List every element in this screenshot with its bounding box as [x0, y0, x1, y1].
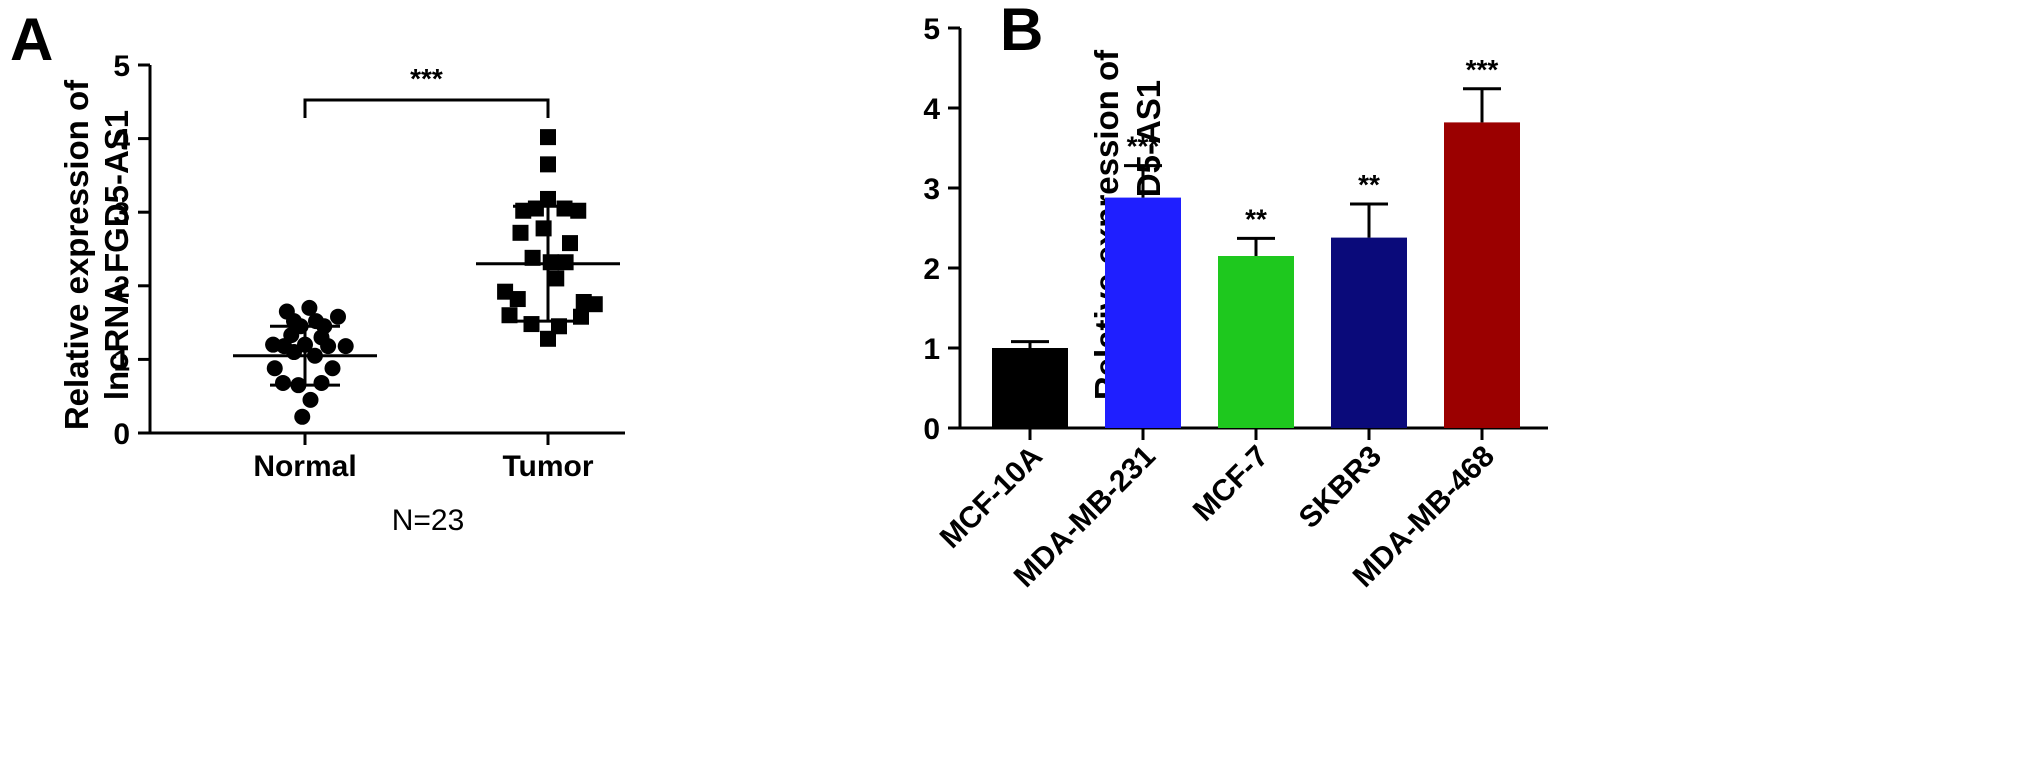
panel-a-normal-point: [275, 374, 291, 391]
panel-a-y-tick-label: 4: [113, 124, 130, 157]
panel-a-tumor-point: [586, 296, 603, 313]
panel-a-normal-point: [330, 308, 346, 325]
panel-a-tumor-point: [512, 224, 529, 241]
panel-b-y-tick-label: 4: [923, 93, 940, 126]
panel-b-y-ticks: 0 1 2 3 4 5: [923, 13, 960, 446]
panel-a-sample-size-note: N=23: [392, 504, 465, 537]
panel-b-category-label: MCF-7: [1187, 440, 1275, 528]
panel-b-bar: [992, 348, 1068, 428]
panel-a-category-label: Tumor: [502, 450, 593, 483]
panel-a-y-ticks: 0 1 2 3 4 5: [113, 50, 150, 451]
panel-a-y-tick-label: 0: [113, 418, 130, 451]
panel-a-scatter-chart: A Relative expression of lncRNA FGD5-AS1…: [10, 6, 625, 537]
panel-a-y-tick-label: 3: [113, 197, 130, 230]
panel-a-tumor-point: [497, 283, 514, 300]
panel-b-significance-stars: ***: [1466, 54, 1499, 85]
panel-b-significance-stars: **: [1245, 203, 1267, 234]
panel-a-normal-point: [286, 344, 302, 361]
panel-a-tumor-point: [527, 200, 544, 217]
panel-a-tumor-point: [540, 330, 556, 347]
panel-a-tumor-point: [556, 200, 573, 217]
panel-a-axes: [148, 65, 625, 445]
panel-a-normal-point: [266, 360, 283, 377]
panel-a-normal-point: [324, 360, 341, 377]
panel-a-data-points: [265, 129, 603, 425]
panel-a-normal-point: [302, 391, 319, 408]
panel-a-normal-point: [313, 374, 330, 391]
panel-a-mean-sd-bars: [233, 204, 620, 387]
panel-b-bar: [1331, 237, 1407, 428]
panel-a-category-label: Normal: [253, 450, 356, 483]
panel-b-category-label: SKBR3: [1293, 440, 1388, 535]
panel-a-tumor-point: [562, 235, 578, 252]
panel-a-y-tick-label: 5: [113, 50, 130, 83]
panel-a-y-axis-title-line1: Relative expression of: [58, 79, 95, 430]
panel-b-bar: [1218, 256, 1294, 428]
panel-a-category-labels: Normal Tumor: [253, 450, 594, 483]
panel-a-tumor-point: [524, 249, 541, 266]
panel-a-y-tick-label: 1: [113, 344, 130, 377]
panel-b-label: B: [1000, 0, 1043, 63]
panel-a-tumor-point: [501, 307, 518, 324]
panel-b-bar: [1444, 122, 1520, 429]
panel-b-category-label: MCF-10A: [934, 440, 1049, 555]
panel-a-tumor-point: [548, 270, 565, 287]
panel-a-y-axis-title-line2: lncRNA FGD5-AS1: [98, 110, 135, 400]
panel-b-y-tick-label: 5: [923, 13, 940, 46]
panel-a-tumor-point: [509, 291, 526, 308]
panel-a-tumor-point: [540, 129, 556, 146]
panel-b-significance-stars: **: [1358, 169, 1380, 200]
panel-b-bar: [1105, 197, 1181, 428]
panel-a-normal-point: [337, 338, 354, 355]
panel-a-significance-bracket-line: [303, 98, 550, 118]
panel-b-significance-stars: ***: [1127, 131, 1160, 162]
panel-a-normal-point: [294, 408, 311, 425]
panel-a-normal-point: [301, 299, 318, 316]
panel-a-tumor-point: [523, 316, 540, 333]
panel-b-y-tick-label: 3: [923, 173, 940, 206]
panel-a-significance-bracket: ***: [303, 63, 550, 118]
panel-b-y-tick-label: 0: [923, 413, 940, 446]
panel-a-y-axis-title: Relative expression of lncRNA FGD5-AS1: [58, 79, 135, 430]
panel-a-label: A: [10, 6, 53, 73]
panel-a-significance-stars: ***: [410, 63, 443, 94]
panel-a-tumor-point: [540, 156, 556, 173]
panel-a-normal-point: [320, 338, 337, 355]
panel-a-y-tick-label: 2: [113, 271, 130, 304]
panel-b-y-tick-label: 2: [923, 253, 940, 286]
panel-a-tumor-point: [540, 190, 556, 207]
panel-b-bar-chart: B Relative expression of lncRNA FGD5-AS1…: [923, 0, 1548, 594]
panel-b-y-tick-label: 1: [923, 333, 940, 366]
panel-b-bars: **********: [992, 54, 1520, 429]
